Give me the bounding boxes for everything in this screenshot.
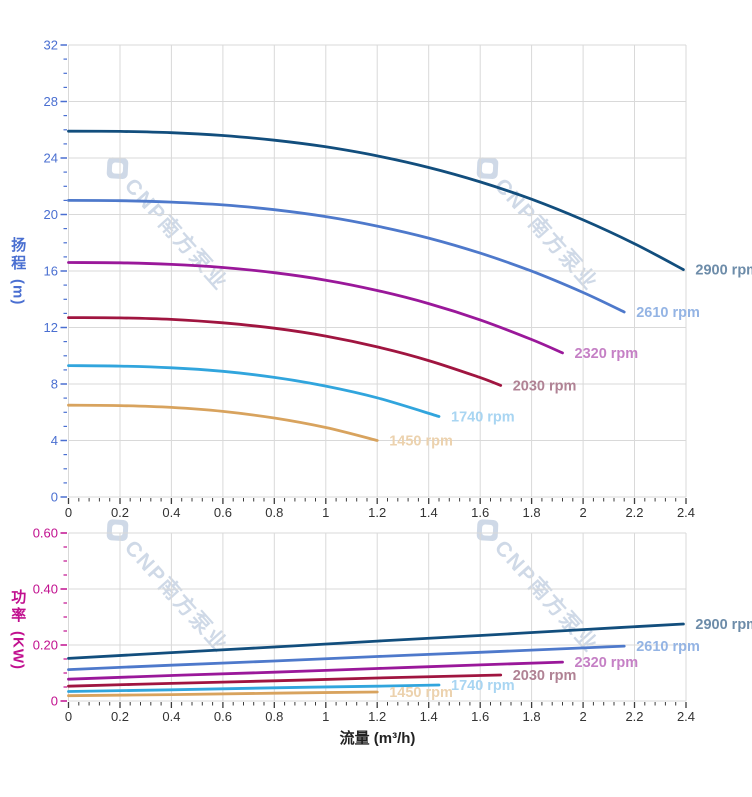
svg-text:0.6: 0.6 xyxy=(214,709,232,724)
svg-text:0: 0 xyxy=(65,709,72,724)
power-curve-1740-rpm xyxy=(67,683,441,693)
head-curve-1450-rpm xyxy=(67,403,379,442)
svg-text:1.8: 1.8 xyxy=(523,505,541,520)
head-curve-label-1740-rpm: 1740 rpm xyxy=(451,410,515,426)
svg-text:32: 32 xyxy=(44,38,58,53)
svg-text:0: 0 xyxy=(51,694,58,709)
head-curve-2030-rpm xyxy=(67,316,503,387)
head-curve-label-1450-rpm: 1450 rpm xyxy=(389,434,453,450)
svg-text:1: 1 xyxy=(322,709,329,724)
svg-text:1.2: 1.2 xyxy=(368,505,386,520)
svg-text:2.2: 2.2 xyxy=(625,709,643,724)
power-curve-label-2610-rpm: 2610 rpm xyxy=(636,639,700,655)
svg-text:8: 8 xyxy=(51,377,58,392)
svg-text:24: 24 xyxy=(44,151,58,166)
power-x-tick-labels: 0 0.2 0.4 0.6 0.8 1 1.2 1.4 1.6 1.8 2 2.2 2.4 xyxy=(65,709,695,724)
svg-text:0.2: 0.2 xyxy=(111,709,129,724)
head-curve-label-2610-rpm: 2610 rpm xyxy=(636,305,700,321)
power-y-ticks xyxy=(60,532,67,702)
svg-text:1.4: 1.4 xyxy=(420,709,438,724)
power-axis-title: 功率 (KW) xyxy=(9,589,26,670)
head-y-ticks xyxy=(60,44,67,498)
power-curve-label-1450-rpm: 1450 rpm xyxy=(389,685,453,701)
head-y-tick-labels: 0 4 8 12 16 20 24 28 32 xyxy=(44,38,58,505)
head-axis-title-text: 扬程 xyxy=(9,237,27,273)
power-axis-unit: (KW) xyxy=(9,631,27,670)
power-curve-label-2320-rpm: 2320 rpm xyxy=(575,655,639,671)
svg-text:16: 16 xyxy=(44,264,58,279)
svg-text:1.8: 1.8 xyxy=(523,709,541,724)
svg-text:12: 12 xyxy=(44,320,58,335)
head-x-ticks xyxy=(67,498,687,504)
power-curve-1450-rpm xyxy=(67,690,379,698)
head-curve-2610-rpm xyxy=(67,199,626,314)
svg-text:0.8: 0.8 xyxy=(265,709,283,724)
svg-text:2.2: 2.2 xyxy=(625,505,643,520)
power-curve-2030-rpm xyxy=(67,673,503,688)
svg-text:0.8: 0.8 xyxy=(265,505,283,520)
power-chart: 0 0.20 0.40 0.60 0 0.2 0.4 0.6 0.8 1 1.2 1.4 1.6 1.8 2… xyxy=(33,526,752,725)
power-gridlines xyxy=(68,532,687,702)
svg-text:28: 28 xyxy=(44,94,58,109)
power-curve-2610-rpm xyxy=(67,644,626,671)
svg-text:2: 2 xyxy=(579,709,586,724)
svg-text:0.4: 0.4 xyxy=(162,505,180,520)
head-curve-label-2030-rpm: 2030 rpm xyxy=(513,378,577,394)
svg-text:0.6: 0.6 xyxy=(214,505,232,520)
svg-text:0.40: 0.40 xyxy=(33,582,58,597)
svg-text:0: 0 xyxy=(65,505,72,520)
power-y-tick-labels: 0 0.20 0.40 0.60 xyxy=(33,526,58,709)
head-curve-label-2320-rpm: 2320 rpm xyxy=(575,346,639,362)
power-curve-label-2900-rpm: 2900 rpm xyxy=(695,617,752,633)
power-axis-title-text: 功率 xyxy=(9,589,27,625)
head-chart: 0 4 8 12 16 20 24 28 32 0 0.2 0.4 0.6 0.8 1 1.2 1.4 1.6 1.… xyxy=(44,38,752,521)
power-curve-2320-rpm xyxy=(67,660,564,681)
svg-text:0: 0 xyxy=(51,490,58,505)
power-curve-label-2030-rpm: 2030 rpm xyxy=(513,668,577,684)
power-curve-2900-rpm xyxy=(67,622,685,660)
svg-text:20: 20 xyxy=(44,207,58,222)
svg-text:2.4: 2.4 xyxy=(677,505,695,520)
power-x-ticks xyxy=(67,702,687,708)
svg-text:1: 1 xyxy=(322,505,329,520)
flow-axis-title: 流量 (m³/h) xyxy=(339,730,416,747)
svg-text:4: 4 xyxy=(51,433,58,448)
svg-text:1.6: 1.6 xyxy=(471,709,489,724)
head-curve-2320-rpm xyxy=(67,261,564,355)
svg-text:1.4: 1.4 xyxy=(420,505,438,520)
svg-text:0.60: 0.60 xyxy=(33,526,58,541)
head-curve-2900-rpm xyxy=(67,129,685,271)
head-gridlines xyxy=(68,44,687,498)
head-curve-1740-rpm xyxy=(67,364,441,418)
svg-text:0.20: 0.20 xyxy=(33,638,58,653)
svg-text:2: 2 xyxy=(579,505,586,520)
svg-text:1.6: 1.6 xyxy=(471,505,489,520)
svg-text:0.4: 0.4 xyxy=(162,709,180,724)
svg-text:0.2: 0.2 xyxy=(111,505,129,520)
power-curve-label-1740-rpm: 1740 rpm xyxy=(451,678,515,694)
head-axis-title: 扬程 (m) xyxy=(9,237,26,305)
svg-text:2.4: 2.4 xyxy=(677,709,695,724)
head-curve-label-2900-rpm: 2900 rpm xyxy=(695,263,752,279)
svg-text:1.2: 1.2 xyxy=(368,709,386,724)
head-axis-unit: (m) xyxy=(9,279,27,306)
head-x-tick-labels: 0 0.2 0.4 0.6 0.8 1 1.2 1.4 1.6 1.8 2 2.2 2.4 xyxy=(65,505,695,520)
